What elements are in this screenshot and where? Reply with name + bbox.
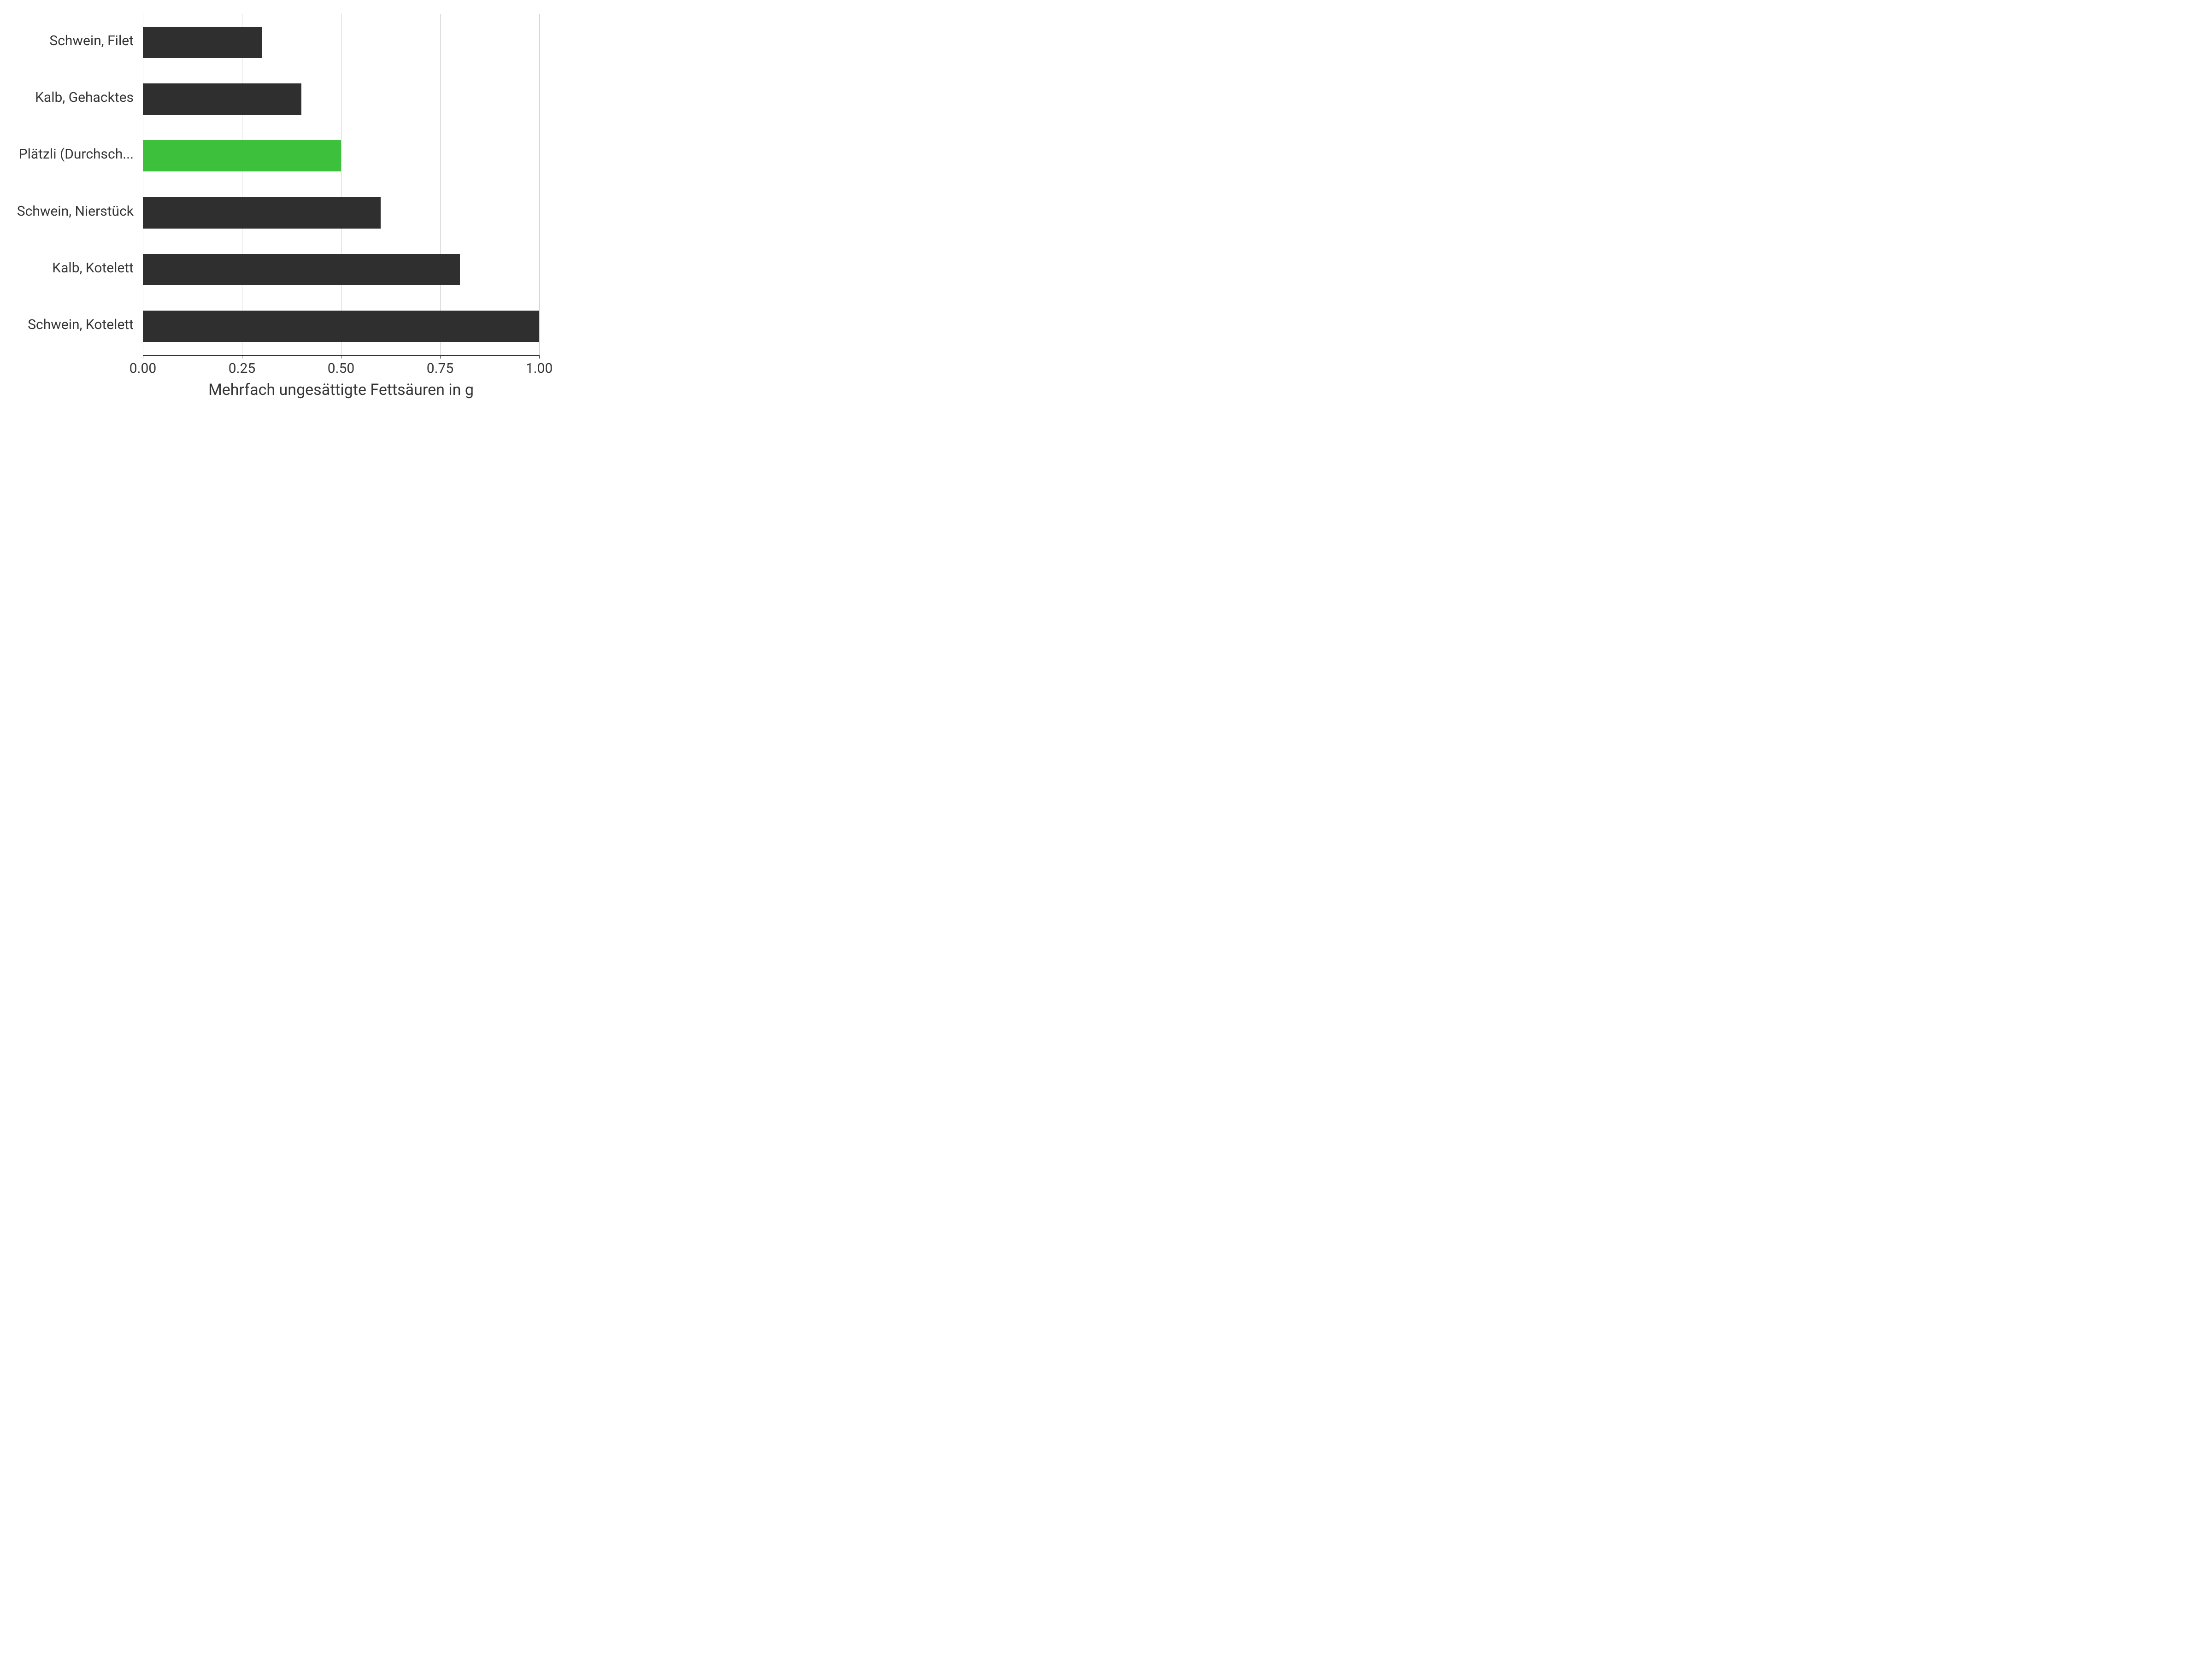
bar [143,83,301,115]
bar-chart: 0.00 0.25 0.50 0.75 1.00 Schwein, Filet Kalb, … [0,0,553,415]
y-axis-label: Plätzli (Durchsch... [0,146,134,162]
x-tick-mark [539,355,540,359]
gridline [539,14,540,355]
x-tick-label: 0.00 [129,360,157,377]
gridline [440,14,441,355]
y-axis-label: Schwein, Nierstück [0,203,134,219]
x-tick-label: 0.75 [427,360,454,377]
y-axis-label: Schwein, Kotelett [0,317,134,333]
bar [143,197,381,229]
bar [143,311,539,342]
y-axis-label: Kalb, Kotelett [0,260,134,276]
bar [143,254,460,285]
plot-area [143,14,539,355]
x-axis-title: Mehrfach ungesättigte Fettsäuren in g [143,381,539,399]
bar-highlight [143,140,341,171]
x-tick-label: 0.25 [229,360,256,377]
y-axis-label: Schwein, Filet [0,33,134,49]
bar [143,27,262,58]
y-axis-label: Kalb, Gehacktes [0,89,134,106]
x-tick-label: 0.50 [328,360,355,377]
x-axis-line [143,355,539,356]
x-tick-label: 1.00 [526,360,553,377]
